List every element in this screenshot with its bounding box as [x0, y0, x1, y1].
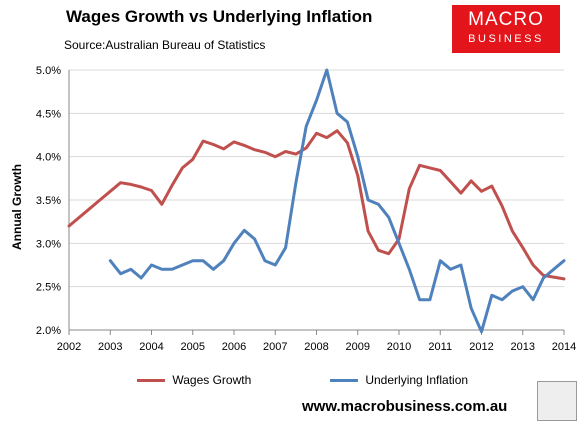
logo-line-2: BUSINESS: [468, 33, 544, 45]
legend-item-wages: Wages Growth: [137, 373, 251, 387]
x-tick-label: 2004: [139, 341, 163, 353]
x-tick-label: 2014: [552, 341, 576, 353]
x-tick-label: 2006: [222, 341, 246, 353]
x-tick-label: 2008: [304, 341, 328, 353]
x-tick-label: 2007: [263, 341, 287, 353]
x-tick-label: 2010: [387, 341, 411, 353]
x-tick-label: 2009: [346, 341, 370, 353]
x-tick-label: 2002: [57, 341, 81, 353]
logo-line-1: MACRO: [468, 9, 544, 30]
chart-title: Wages Growth vs Underlying Inflation: [66, 7, 373, 26]
x-tick-label: 2013: [511, 341, 535, 353]
website-url: www.macrobusiness.com.au: [302, 398, 508, 415]
y-tick-label: 4.5%: [36, 108, 61, 120]
y-tick-label: 4.0%: [36, 152, 61, 164]
y-tick-label: 3.0%: [36, 238, 61, 250]
chart-subtitle: Source:Australian Bureau of Statistics: [64, 38, 266, 52]
y-tick-label: 2.5%: [36, 282, 61, 294]
y-axis-label: Annual Growth: [10, 164, 24, 250]
y-tick-label: 5.0%: [36, 65, 61, 77]
macrobusiness-logo: MACRO BUSINESS: [452, 5, 560, 53]
legend-label-inflation: Underlying Inflation: [365, 373, 469, 387]
x-tick-label: 2005: [181, 341, 205, 353]
y-tick-label: 3.5%: [36, 195, 61, 207]
legend-item-inflation: Underlying Inflation: [330, 373, 468, 387]
series-line-wages: [67, 129, 566, 281]
series-lines: [67, 68, 566, 334]
axes: [68, 70, 565, 335]
wolf-logo-icon: [537, 381, 577, 421]
legend-label-wages: Wages Growth: [172, 373, 252, 387]
tick-labels: 2.0% 2.5% 3.0% 3.5% 4.0% 4.5% 5.0% 2002 2003 2004…: [36, 65, 576, 353]
x-tick-label: 2003: [98, 341, 122, 353]
x-tick-label: 2012: [469, 341, 493, 353]
y-tick-label: 2.0%: [36, 325, 61, 337]
gridlines: [69, 69, 564, 331]
x-tick-label: 2011: [428, 341, 452, 353]
series-line-inflation: [108, 68, 566, 334]
legend-swatch-inflation: [330, 379, 358, 383]
legend-swatch-wages: [137, 379, 165, 383]
